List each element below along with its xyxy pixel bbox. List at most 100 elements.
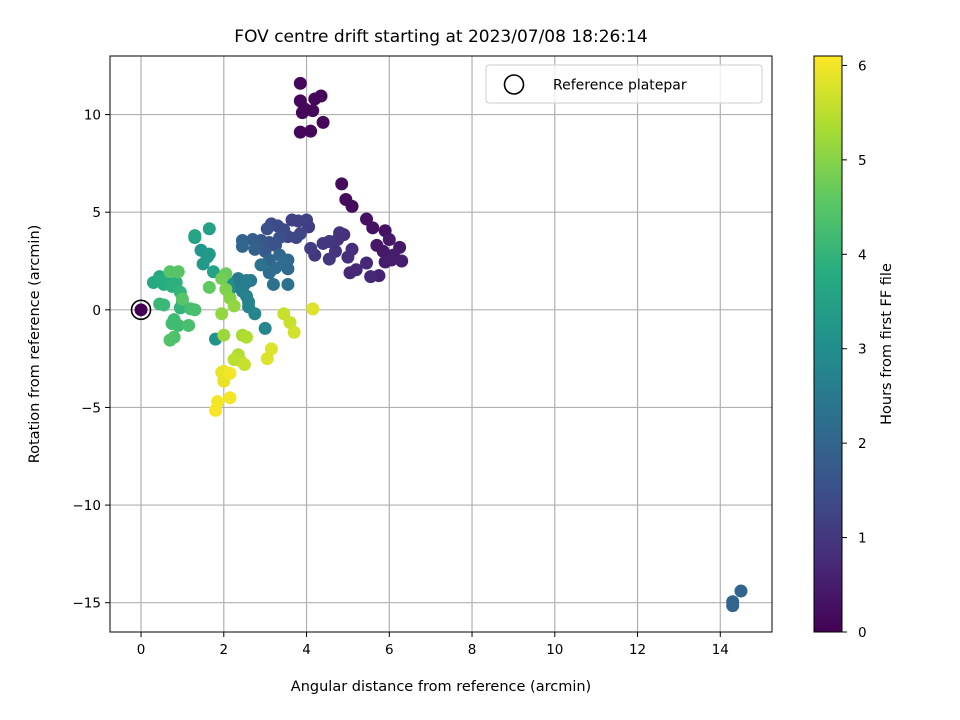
data-point (258, 321, 272, 335)
data-point (269, 238, 282, 252)
data-point (153, 297, 167, 311)
legend-entry-reference-platepar: Reference platepar (553, 78, 687, 94)
colorbar-tick-label: 3 (858, 342, 867, 358)
data-point (304, 241, 318, 255)
x-tick-label: 6 (385, 642, 394, 658)
data-point (175, 292, 189, 306)
data-points (134, 76, 748, 613)
x-tick-label: 10 (546, 642, 563, 658)
data-point (215, 307, 229, 321)
data-point (167, 330, 181, 344)
y-axis-label: Rotation from reference (arcmin) (27, 225, 43, 464)
data-point (289, 231, 303, 245)
data-point (237, 358, 251, 372)
data-point (293, 125, 307, 139)
colorbar-ticks: 0 1 2 3 4 5 6 (842, 58, 867, 641)
data-point (223, 366, 237, 380)
data-point (283, 316, 297, 330)
data-point (209, 403, 223, 417)
x-axis-ticks: 0 2 4 6 8 10 12 14 (137, 632, 729, 658)
x-axis-label: Angular distance from reference (arcmin) (291, 679, 591, 695)
data-point (202, 222, 216, 236)
data-point (343, 266, 357, 280)
reference-point (134, 303, 148, 317)
data-point (364, 270, 378, 284)
data-point (322, 252, 336, 266)
legend: Reference platepar (485, 64, 763, 104)
data-point (223, 391, 237, 405)
reference-platepar-marker (130, 299, 152, 321)
data-point (316, 115, 330, 129)
data-point (360, 256, 374, 270)
data-point (246, 233, 260, 247)
y-tick-label: −5 (81, 400, 101, 416)
data-point (169, 275, 183, 289)
y-tick-label: −15 (73, 596, 102, 612)
data-point (734, 584, 748, 598)
data-point (248, 307, 262, 321)
y-tick-label: 10 (84, 108, 101, 124)
data-point (227, 353, 241, 367)
data-point (395, 254, 409, 268)
x-tick-label: 12 (629, 642, 646, 658)
data-point (306, 302, 320, 316)
data-point (165, 316, 179, 330)
data-point (266, 277, 280, 291)
data-point (227, 299, 241, 313)
colorbar-tick-label: 0 (858, 625, 867, 641)
data-point (295, 106, 309, 120)
data-point (196, 257, 210, 271)
data-point (345, 199, 359, 213)
chart-title: FOV centre drift starting at 2023/07/08 … (234, 27, 647, 47)
data-point (376, 244, 390, 258)
data-point (366, 221, 380, 235)
data-point (188, 229, 202, 243)
colorbar: 0 1 2 3 4 5 6 Hours from first FF file (813, 55, 895, 641)
data-point (285, 213, 299, 227)
data-point (304, 124, 318, 138)
x-tick-label: 14 (712, 642, 729, 658)
data-point (382, 233, 396, 247)
x-tick-label: 2 (219, 642, 228, 658)
y-tick-label: 5 (92, 205, 101, 221)
data-point (254, 258, 268, 272)
data-point (322, 234, 336, 248)
data-point (240, 330, 254, 344)
colorbar-tick-label: 1 (858, 531, 867, 547)
data-point (248, 242, 262, 256)
colorbar-tick-label: 6 (858, 58, 867, 74)
colorbar-label: Hours from first FF file (879, 263, 895, 425)
grid (110, 56, 772, 632)
data-point (240, 274, 254, 288)
data-point (260, 222, 274, 236)
x-tick-label: 8 (468, 642, 477, 658)
data-point (269, 261, 282, 275)
colorbar-tick-label: 2 (858, 436, 867, 452)
data-point (202, 247, 216, 261)
data-point (726, 599, 740, 613)
data-point (287, 325, 301, 339)
data-point (333, 226, 347, 240)
y-tick-label: −10 (73, 498, 102, 514)
y-tick-label: 0 (92, 303, 101, 319)
colorbar-gradient (813, 55, 843, 633)
data-point (235, 239, 249, 253)
data-point (264, 342, 278, 356)
legend-marker (503, 74, 525, 95)
data-point (306, 104, 320, 118)
y-axis-ticks: −15 −10 −5 0 5 10 (73, 108, 110, 612)
data-point (281, 277, 295, 291)
data-point (260, 352, 274, 366)
data-point (335, 177, 349, 191)
data-point (202, 280, 216, 294)
data-point (215, 272, 229, 286)
data-point (171, 265, 185, 279)
legend-box (485, 64, 763, 104)
colorbar-tick-label: 4 (858, 247, 867, 263)
colorbar-tick-label: 5 (858, 153, 867, 169)
data-point (217, 328, 231, 342)
data-point (378, 255, 392, 269)
data-point (184, 302, 198, 316)
data-point (314, 89, 328, 103)
